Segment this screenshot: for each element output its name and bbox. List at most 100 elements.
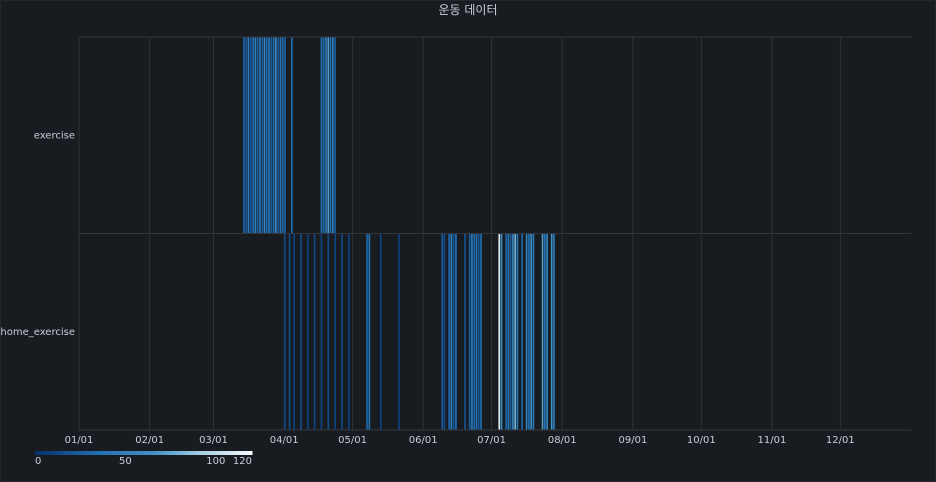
heatmap-cell <box>498 234 501 430</box>
legend-swatch <box>118 451 123 455</box>
legend-swatch <box>150 451 155 455</box>
heatmap-cell <box>300 234 302 430</box>
heatmap-cell <box>327 37 330 233</box>
heatmap-cell <box>505 234 507 430</box>
legend-swatch <box>241 451 246 455</box>
color-legend: 0 50 100 120 <box>35 451 253 467</box>
heatmap-cell <box>516 234 519 430</box>
heatmap-cell <box>366 234 368 430</box>
heatmap-cell <box>270 37 273 233</box>
legend-swatch <box>74 451 79 455</box>
heatmap-cell <box>293 234 295 430</box>
heatmap-cell <box>275 37 277 233</box>
y-tick-label: exercise <box>34 130 75 141</box>
legend-swatch <box>82 451 87 455</box>
legend-swatch <box>107 451 112 455</box>
legend-tick-label: 0 <box>35 456 41 467</box>
heatmap-cell <box>544 234 546 430</box>
heatmap-cell <box>347 234 350 430</box>
heatmap-cell <box>528 234 530 430</box>
x-tick-label: 12/01 <box>826 435 855 446</box>
heatmap-cell <box>277 37 279 233</box>
heatmap-cell <box>550 234 553 430</box>
legend-swatch <box>129 451 134 455</box>
legend-swatch <box>136 451 141 455</box>
heatmap-cells <box>243 37 555 430</box>
heatmap-cell <box>263 37 266 233</box>
legend-swatch <box>212 451 217 455</box>
legend-swatch <box>233 451 239 455</box>
heatmap-cell <box>541 234 544 430</box>
heatmap-cell <box>368 234 371 430</box>
heatmap-cell <box>243 37 245 233</box>
legend-swatch <box>194 451 199 455</box>
heatmap-cell <box>468 234 471 430</box>
x-tick-label: 05/01 <box>338 435 367 446</box>
heatmap-cell <box>268 37 270 233</box>
x-tick-label: 03/01 <box>199 435 228 446</box>
x-tick-label: 01/01 <box>65 435 94 446</box>
legend-swatch <box>208 451 213 455</box>
legend-tick-label: 50 <box>119 456 132 467</box>
heatmap-cell <box>532 234 535 430</box>
heatmap-cell <box>322 37 325 233</box>
heatmap-cell <box>329 37 332 233</box>
heatmap-cell <box>398 234 400 430</box>
legend-swatch <box>172 451 177 455</box>
heatmap-cell <box>512 234 514 430</box>
legend-swatch <box>204 451 210 455</box>
legend-swatch <box>237 451 242 455</box>
heatmap-cell <box>284 234 286 430</box>
x-tick-label: 08/01 <box>548 435 577 446</box>
legend-swatch <box>63 451 69 455</box>
legend-swatch <box>190 451 195 455</box>
heatmap-cell <box>256 37 259 233</box>
heatmap-cell <box>450 234 453 430</box>
heatmap-cell <box>325 37 327 233</box>
heatmap-cell <box>254 37 257 233</box>
legend-swatch <box>42 451 47 455</box>
legend-tick-label: 100 <box>206 456 225 467</box>
heatmap-cell <box>272 37 275 233</box>
heatmap-cell <box>261 37 264 233</box>
heatmap-cell <box>306 234 309 430</box>
legend-swatch <box>56 451 61 455</box>
legend-swatch <box>168 451 173 455</box>
heatmap-cell <box>471 234 473 430</box>
x-tick-label: 09/01 <box>618 435 647 446</box>
heatmap-cell <box>320 234 323 430</box>
heatmap-cell <box>265 37 268 233</box>
legend-swatch <box>53 451 58 455</box>
heatmap-cell <box>521 234 523 430</box>
legend-swatch <box>139 451 144 455</box>
legend-swatch <box>143 451 148 455</box>
heatmap-cell <box>334 37 336 233</box>
panel-title: 운동 데이터 <box>438 3 498 17</box>
legend-swatch <box>226 451 231 455</box>
heatmap-cell <box>252 37 254 233</box>
legend-swatch <box>197 451 202 455</box>
heatmap-cell <box>259 37 261 233</box>
legend-swatch <box>161 451 166 455</box>
legend-swatch <box>179 451 184 455</box>
heatmap-cell <box>247 37 250 233</box>
legend-swatch <box>103 451 108 455</box>
heatmap-cell <box>313 234 316 430</box>
legend-swatch <box>45 451 50 455</box>
legend-swatch <box>230 451 235 455</box>
legend-swatch <box>96 451 101 455</box>
legend-swatch <box>132 451 137 455</box>
legend-swatch <box>248 451 253 455</box>
legend-tick-label: 120 <box>233 456 252 467</box>
legend-swatch <box>35 451 40 455</box>
heatmap-cell <box>379 234 382 430</box>
legend-swatch <box>244 451 249 455</box>
grid-lines <box>78 36 911 431</box>
heatmap-cell <box>320 37 323 233</box>
heatmap-cell <box>290 37 293 233</box>
legend-swatch <box>157 451 163 455</box>
heatmap-cell <box>530 234 533 430</box>
heatmap-cell <box>525 234 528 430</box>
